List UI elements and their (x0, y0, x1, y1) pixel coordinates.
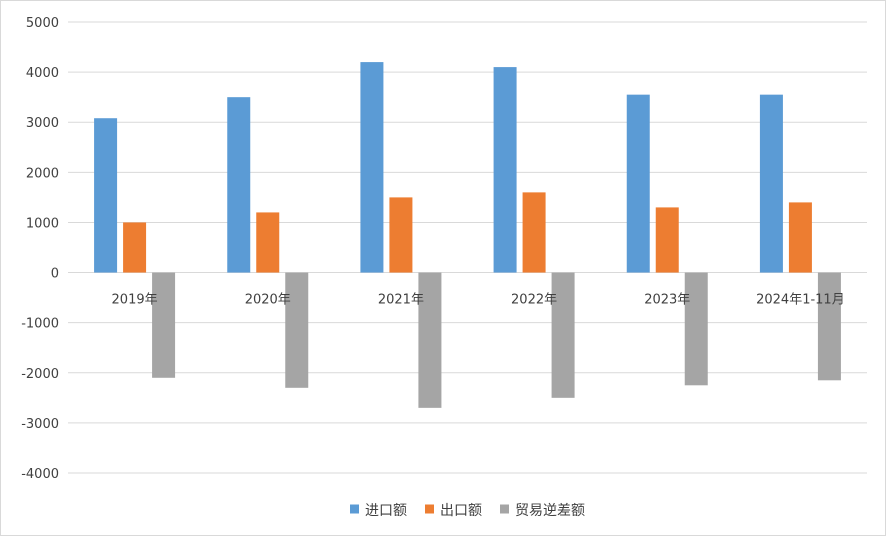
legend-label: 进口额 (365, 503, 407, 519)
x-category-label: 2022年 (511, 293, 557, 308)
legend-swatch (500, 504, 509, 514)
y-tick-label: -4000 (21, 467, 59, 482)
y-tick-label: -2000 (21, 367, 59, 382)
bar (817, 272, 841, 381)
bar (788, 202, 812, 273)
x-axis-category-labels: 2019年 2020年 2021年 2022年 2023年 2024年1-11月 (112, 293, 845, 308)
bar (522, 192, 546, 273)
legend-label: 出口额 (440, 503, 482, 519)
x-category-label: 2019年 (112, 293, 158, 308)
bar (759, 94, 783, 273)
x-category-label: 2020年 (245, 293, 291, 308)
y-tick-label: 4000 (26, 66, 59, 81)
bar (360, 62, 384, 273)
bar (389, 197, 413, 273)
x-category-label: 2024年1-11月 (756, 293, 845, 308)
y-tick-label: 2000 (26, 166, 59, 181)
y-tick-label: 5000 (26, 16, 59, 31)
bar (94, 118, 118, 273)
y-tick-label: 0 (51, 267, 59, 282)
bar (626, 94, 650, 273)
bar (285, 272, 309, 388)
y-tick-label: 3000 (26, 116, 59, 131)
x-category-label: 2021年 (378, 293, 424, 308)
y-axis-tick-labels: 5000 4000 3000 2000 1000 0 -1000 -2000 -3000 -400… (21, 16, 59, 482)
bars (94, 62, 841, 408)
legend-label: 贸易逆差额 (515, 503, 585, 519)
legend-swatch (425, 504, 434, 514)
legend-swatch (350, 504, 359, 514)
bar (256, 212, 280, 273)
y-tick-label: -1000 (21, 317, 59, 332)
gridlines (68, 21, 867, 474)
bar (227, 97, 251, 273)
bar (418, 272, 442, 408)
bar (123, 222, 147, 273)
bar (684, 272, 708, 386)
x-category-label: 2023年 (644, 293, 690, 308)
bar (551, 272, 575, 398)
legend: 进口额 出口额 贸易逆差额 (350, 503, 585, 519)
bar (655, 207, 679, 273)
y-tick-label: -3000 (21, 417, 59, 432)
bar (493, 67, 517, 273)
y-tick-label: 1000 (26, 216, 59, 231)
bar (152, 272, 176, 378)
